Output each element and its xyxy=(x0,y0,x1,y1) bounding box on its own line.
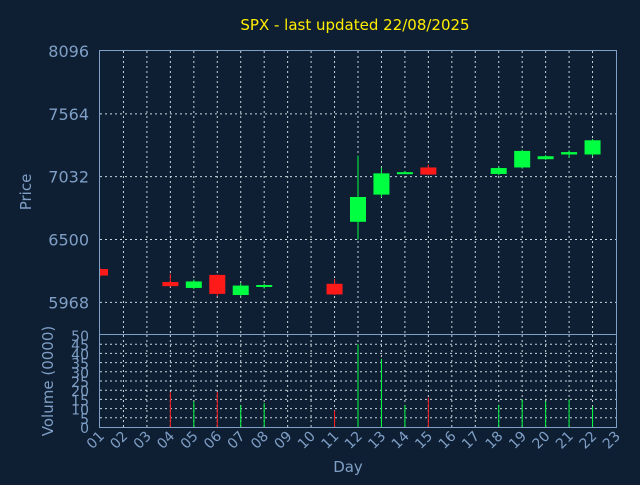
x-tick-label: 18 xyxy=(483,429,507,453)
volume-tick-label: 20 xyxy=(71,384,89,400)
x-tick-label: 07 xyxy=(225,429,249,453)
x-tick-label: 03 xyxy=(131,429,155,453)
x-tick-label: 13 xyxy=(365,429,389,453)
candles xyxy=(99,139,601,297)
volume-tick-label: 40 xyxy=(71,347,89,363)
x-tick-label: 20 xyxy=(530,429,554,453)
x-tick-label: 12 xyxy=(342,429,366,453)
x-tick-label: 09 xyxy=(272,429,296,453)
candle-body xyxy=(185,281,202,288)
volume-tick-label: 25 xyxy=(71,375,89,391)
candle-body xyxy=(350,196,366,222)
chart-title: SPX - last updated 22/08/2025 xyxy=(240,16,469,34)
price-tick-labels: 5968 6500 7032 7564 8096 xyxy=(48,42,89,312)
candle-body xyxy=(584,140,601,155)
x-tick-label: 21 xyxy=(553,429,577,453)
candle-body xyxy=(326,283,343,295)
x-tick-label: 19 xyxy=(506,429,530,453)
volume-tick-label: 50 xyxy=(71,329,89,345)
candle-body xyxy=(514,150,531,168)
candle-body xyxy=(373,173,390,195)
volume-tick-label: 10 xyxy=(71,403,89,419)
candle-body xyxy=(420,167,437,175)
volume-tick-label: 0 xyxy=(80,421,89,437)
candle-body xyxy=(396,172,413,175)
x-tick-label: 08 xyxy=(248,429,272,453)
x-tick-label: 14 xyxy=(389,428,413,452)
price-tick-label: 8096 xyxy=(48,42,89,61)
x-tick-label: 17 xyxy=(459,429,483,453)
price-gridlines xyxy=(100,51,616,334)
x-tick-label: 04 xyxy=(154,428,178,452)
price-tick-label: 7564 xyxy=(48,105,89,124)
x-tick-label: 23 xyxy=(600,429,624,453)
x-tick-label: 22 xyxy=(576,429,600,453)
x-tick-label: 11 xyxy=(318,429,342,453)
price-axis-label: Price xyxy=(17,174,35,211)
x-tick-label: 05 xyxy=(178,429,202,453)
candle-body xyxy=(232,285,249,296)
volume-panel-frame xyxy=(99,334,617,428)
price-tick-label: 7032 xyxy=(48,168,89,187)
x-axis-label: Day xyxy=(333,458,363,476)
volume-tick-label: 5 xyxy=(80,412,89,428)
candle-body xyxy=(256,284,273,287)
x-tick-label: 16 xyxy=(436,428,460,452)
x-tick-label: 02 xyxy=(107,429,131,453)
volume-bars xyxy=(169,344,594,427)
volume-tick-label: 45 xyxy=(71,338,89,354)
volume-tick-label: 30 xyxy=(71,366,89,382)
volume-tick-label: 35 xyxy=(71,357,89,373)
candle-body xyxy=(209,274,226,294)
x-tick-label: 06 xyxy=(201,428,225,452)
candle-body xyxy=(561,152,578,155)
x-tick-label: 10 xyxy=(295,429,319,453)
price-tick-label: 6500 xyxy=(48,231,89,250)
candle-body xyxy=(100,269,108,276)
candle-body xyxy=(537,156,554,160)
candle-body xyxy=(490,168,507,174)
x-tick-label: 15 xyxy=(412,429,436,453)
candle-body xyxy=(162,282,179,287)
volume-axis-label: Volume (0000) xyxy=(39,326,57,436)
x-tick-labels: 01 02 03 04 05 06 07 08 09 10 11 12 13 14 15 16 17 18 19 20… xyxy=(84,428,624,452)
price-tick-label: 5968 xyxy=(48,293,89,312)
volume-tick-label: 15 xyxy=(71,393,89,409)
volume-gridlines xyxy=(100,335,616,427)
